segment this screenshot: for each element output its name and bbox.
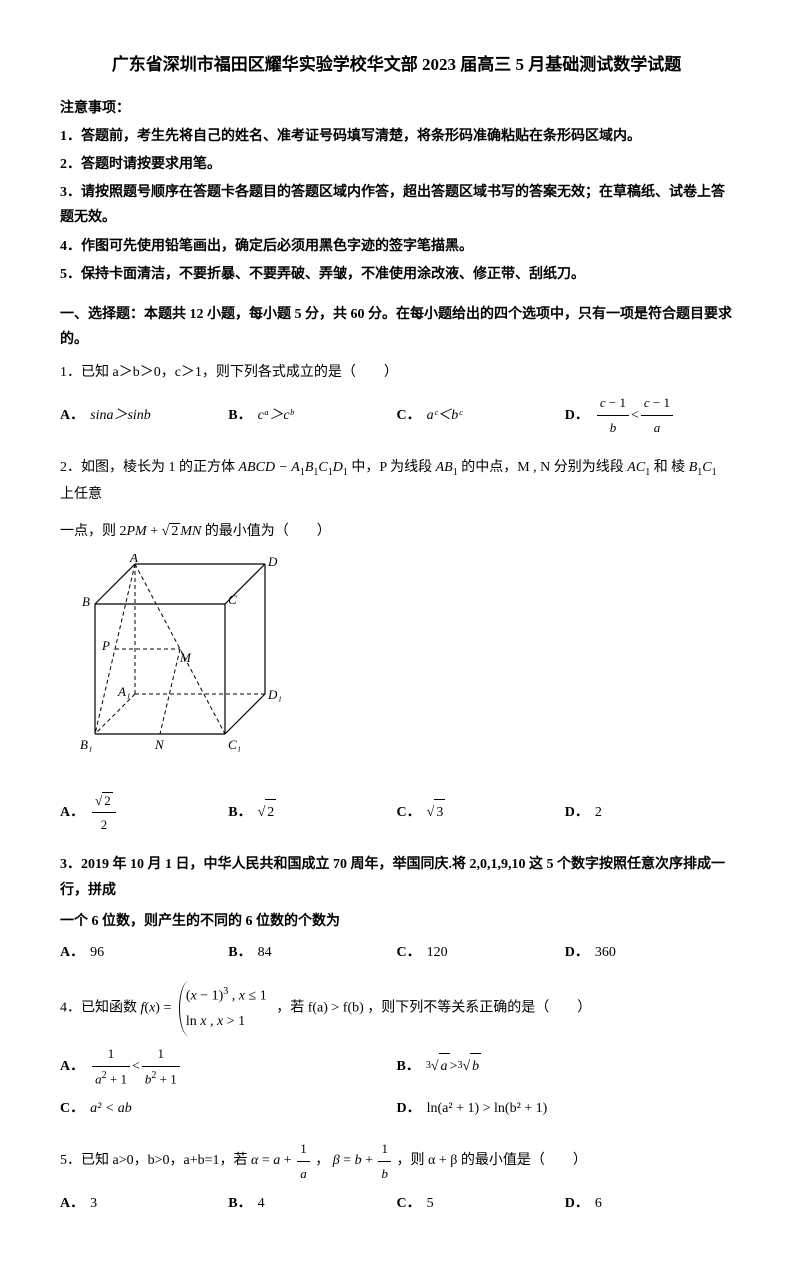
q3-line2: 一个 6 位数，则产生的不同的 6 位数的个数为 [60,914,340,929]
option-4c: C．a² < ab [60,1096,397,1121]
opt-4c-text: a² < ab [90,1101,132,1116]
option-3d: D．360 [565,940,733,965]
option-1c: C．aᶜ＜bᶜ [397,391,565,439]
instruction-item: 2．答题时请按要求用笔。 [60,152,733,177]
option-2c: C．3 [397,789,565,837]
question-4: 4．已知函数 f(x) = (x − 1)3 , x ≤ 1 ln x , x … [60,981,733,1127]
question-5-text: 5．已知 a>0，b>0，a+b=1，若 α = a + 1a ， β = b … [60,1137,733,1185]
option-2b: B．2 [228,789,396,837]
svg-text:D: D [267,554,278,569]
opt-1b-text: cᵃ＞cᵇ [258,408,294,423]
question-2-options: A． 22 B．2 C．3 D．2 [60,789,733,843]
question-5-options: A．3 B．4 C．5 D．6 [60,1191,733,1222]
question-4-text: 4．已知函数 f(x) = (x − 1)3 , x ≤ 1 ln x , x … [60,981,733,1036]
q2-text: 和 棱 [654,460,689,475]
opt-5a-text: 3 [90,1191,97,1216]
option-5d: D．6 [565,1191,733,1216]
question-3: 3．2019 年 10 月 1 日，中华人民共和国成立 70 周年，举国同庆.将… [60,852,733,971]
option-1a: A．sina＞sinb [60,391,228,439]
option-3c: C．120 [397,940,565,965]
option-5a: A．3 [60,1191,228,1216]
exam-title: 广东省深圳市福田区耀华实验学校华文部 2023 届高三 5 月基础测试数学试题 [60,50,733,81]
opt-3c-text: 120 [427,940,448,965]
instruction-item: 5．保持卡面清洁，不要折暴、不要弄破、弄皱，不准使用涂改液、修正带、刮纸刀。 [60,262,733,287]
frac: 1b [378,1137,391,1185]
svg-text:M: M [179,650,192,665]
instruction-item: 4．作图可先使用铅笔画出，确定后必须用黑色字迹的签字笔描黑。 [60,234,733,259]
option-1d: D． c − 1b < c − 1a [565,391,733,439]
question-1: 1．已知 a＞b＞0，c＞1，则下列各式成立的是（ ） A．sina＞sinb … [60,360,733,445]
svg-text:N: N [154,737,165,752]
frac: c − 1a [641,391,673,439]
q4-prefix: 4．已知函数 [60,1001,141,1016]
question-4-options: A． 1a2 + 1 < 1b2 + 1 B． 3a > 3b C．a² < a… [60,1042,733,1127]
frac: 1a [297,1137,310,1185]
option-2a: A． 22 [60,789,228,837]
instructions-block: 注意事项： 1．答题前，考生先将自己的姓名、准考证号码填写清楚，将条形码准确粘贴… [60,96,733,287]
instruction-item: 1．答题前，考生先将自己的姓名、准考证号码填写清楚，将条形码准确粘贴在条形码区域… [60,124,733,149]
question-2: 2．如图，棱长为 1 的正方体 ABCD − A1B1C1D1 中，P 为线段 … [60,455,733,842]
svg-text:A₁: A₁ [117,684,130,699]
svg-text:D₁: D₁ [267,687,282,702]
svg-text:B: B [82,594,90,609]
option-3a: A．96 [60,940,228,965]
option-5b: B．4 [228,1191,396,1216]
section-1-header: 一、选择题：本题共 12 小题，每小题 5 分，共 60 分。在每小题给出的四个… [60,302,733,352]
q2-text: 2．如图，棱长为 1 的正方体 [60,460,239,475]
question-3-options: A．96 B．84 C．120 D．360 [60,940,733,971]
opt-4d-text: ln(a² + 1) > ln(b² + 1) [427,1096,548,1121]
frac: 1a2 + 1 [92,1042,130,1090]
instructions-header: 注意事项： [60,96,733,121]
opt-3a-text: 96 [90,940,104,965]
q2-text: 的中点，M , N 分别为线段 [461,460,627,475]
option-4b: B． 3a > 3b [397,1042,734,1090]
q2-text: 上任意 [60,487,102,502]
q5-suffix: ，则 α + β 的最小值是（ ） [396,1154,586,1169]
q4-suffix: ，若 f(a) > f(b) ，则下列不等关系正确的是（ ） [276,1001,591,1016]
opt-3b-text: 84 [258,940,272,965]
piecewise: (x − 1)3 , x ≤ 1 ln x , x > 1 [179,981,273,1036]
opt-1a-text: sina＞sinb [90,408,151,423]
option-3b: B．84 [228,940,396,965]
svg-text:A: A [129,554,138,565]
question-3-text: 3．2019 年 10 月 1 日，中华人民共和国成立 70 周年，举国同庆.将… [60,852,733,902]
option-4a: A． 1a2 + 1 < 1b2 + 1 [60,1042,397,1090]
q3-line1: 3．2019 年 10 月 1 日，中华人民共和国成立 70 周年，举国同庆.将… [60,857,725,897]
option-1b: B．cᵃ＞cᵇ [228,391,396,439]
frac: 1b2 + 1 [142,1042,180,1090]
opt-3d-text: 360 [595,940,616,965]
instruction-item: 3．请按照题号顺序在答题卡各题目的答题区域内作答，超出答题区域书写的答案无效；在… [60,180,733,230]
svg-text:B₁: B₁ [80,737,92,752]
opt-2d-text: 2 [595,800,602,825]
question-1-options: A．sina＞sinb B．cᵃ＞cᵇ C．aᶜ＜bᶜ D． c − 1b < … [60,391,733,445]
svg-text:P: P [101,638,110,653]
question-1-text: 1．已知 a＞b＞0，c＞1，则下列各式成立的是（ ） [60,360,733,385]
option-4d: D．ln(a² + 1) > ln(b² + 1) [397,1096,734,1121]
frac: c − 1b [597,391,629,439]
opt-1c-text: aᶜ＜bᶜ [427,408,462,423]
cube-figure: A D B C A₁ D₁ B₁ C₁ P M N [80,554,733,778]
cube-svg: A D B C A₁ D₁ B₁ C₁ P M N [80,554,290,769]
opt-5d-text: 6 [595,1191,602,1216]
frac: 22 [92,789,116,837]
opt-5c-text: 5 [427,1191,434,1216]
option-5c: C．5 [397,1191,565,1216]
q2-text2: 的最小值为（ ） [205,524,331,539]
question-5: 5．已知 a>0，b>0，a+b=1，若 α = a + 1a ， β = b … [60,1137,733,1222]
q5-prefix: 5．已知 a>0，b>0，a+b=1，若 [60,1154,251,1169]
svg-text:C: C [228,592,237,607]
question-2-text: 2．如图，棱长为 1 的正方体 ABCD − A1B1C1D1 中，P 为线段 … [60,455,733,507]
option-2d: D．2 [565,789,733,837]
svg-text:C₁: C₁ [228,737,241,752]
question-2-text-2: 一点，则 2PM + 2MN 的最小值为（ ） [60,519,733,544]
opt-5b-text: 4 [258,1191,265,1216]
question-3-text2: 一个 6 位数，则产生的不同的 6 位数的个数为 [60,909,733,934]
q2-text: 中，P 为线段 [351,460,435,475]
q2-text2: 一点，则 [60,524,120,539]
